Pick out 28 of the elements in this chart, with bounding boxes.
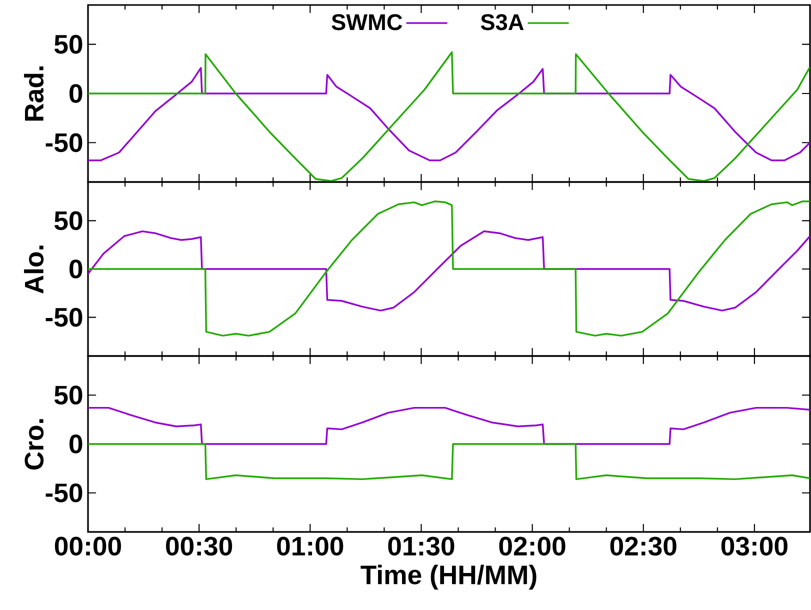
x-tick-label: 02:30 [610,536,676,556]
x-axis-title: Time (HH/MM) [360,564,536,590]
y-axis-title: Rad. [24,66,44,121]
series-label: S3A [480,14,524,30]
y-tick-label: -50 [46,133,82,152]
y-tick-label: 50 [54,386,82,405]
y-tick-label: -50 [46,308,82,327]
line-series [88,67,810,162]
y-axis-title: Cro. [24,419,44,470]
x-tick-label: 03:00 [721,536,788,556]
line-series [88,51,810,182]
y-tick-label: 50 [54,34,82,54]
y-tick-label: 0 [70,260,82,278]
y-axis-title: Alo. [24,246,44,294]
y-tick-label: 50 [54,211,82,230]
y-tick-label: -50 [46,483,82,502]
x-tick-label: 02:00 [499,536,566,556]
x-tick-label: 01:00 [277,536,344,556]
line-series [88,406,810,445]
line-series [88,443,810,480]
line-series [88,230,810,312]
x-tick-label: 00:30 [166,536,232,556]
y-tick-label: 0 [70,434,82,454]
series-label: SWMC [332,14,402,30]
y-tick-label: 0 [70,84,82,103]
x-tick-label: 01:30 [388,536,454,556]
line-series [88,200,810,337]
x-tick-label: 00:00 [54,536,121,556]
